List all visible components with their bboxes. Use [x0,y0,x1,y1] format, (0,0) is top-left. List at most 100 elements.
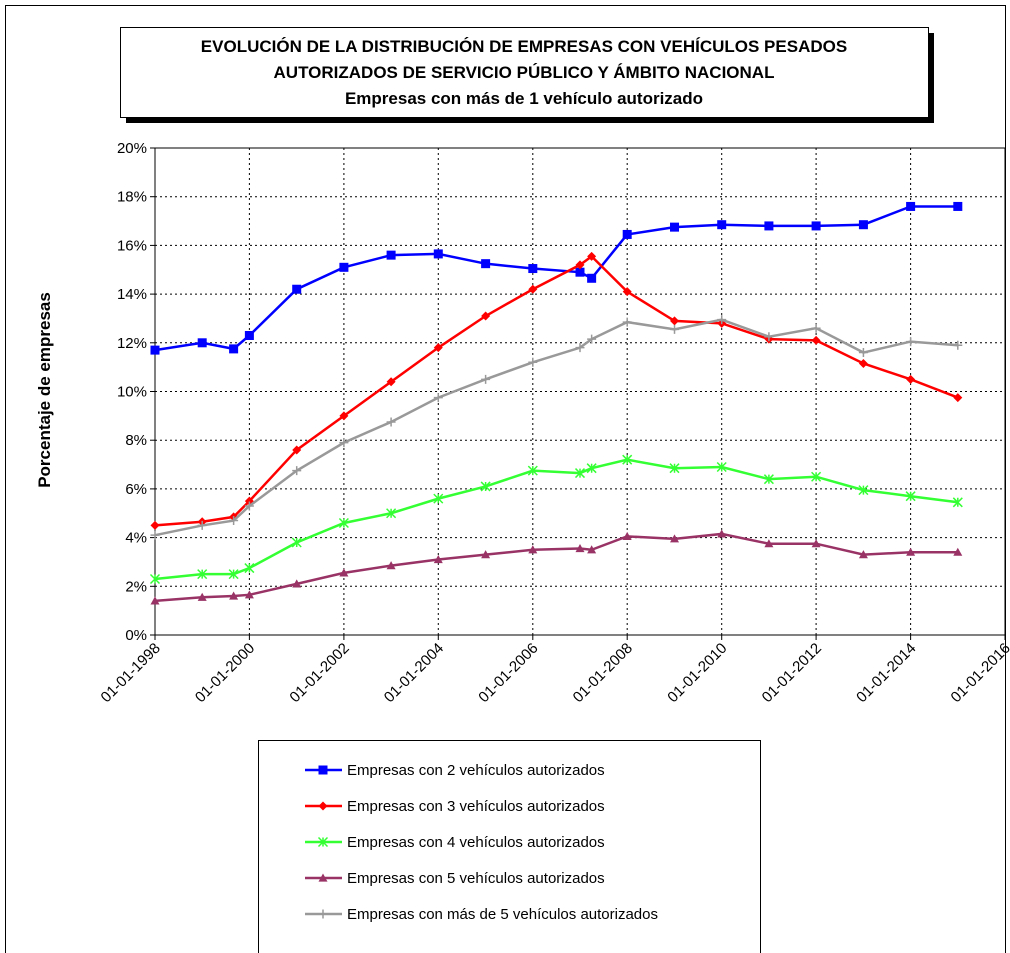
marker [716,461,727,473]
marker [622,287,632,297]
marker [318,873,328,882]
y-tick-label: 6% [125,481,147,498]
marker [197,338,207,348]
marker [906,374,916,384]
marker [811,323,821,333]
marker [811,471,822,482]
marker [906,547,916,556]
marker [528,284,538,294]
series-line [154,532,958,603]
series-line [154,458,958,581]
marker [433,249,443,259]
chart-title: AUTORIZADOS DE SERVICIO PÚBLICO Y ÁMBITO… [274,63,775,82]
marker [811,221,821,231]
marker [587,273,597,283]
marker [528,545,538,554]
marker [317,836,329,848]
marker [292,579,302,588]
marker [858,550,868,559]
title-box [120,27,929,118]
marker [292,284,302,294]
marker [292,445,302,455]
marker [670,324,680,334]
marker [197,592,207,601]
marker [953,340,963,350]
y-tick-label: 14% [117,286,147,303]
chart-subtitle: Empresas con más de 1 vehículo autorizad… [345,89,703,108]
marker [622,317,632,327]
marker [858,220,868,230]
marker [622,229,632,239]
marker [587,545,597,554]
plot-frame [154,147,1006,636]
y-tick-label: 4% [125,530,147,547]
marker [197,520,207,530]
marker [339,262,349,272]
marker [150,345,160,355]
marker [953,393,963,403]
marker [481,374,491,384]
marker [339,568,349,577]
marker [228,569,239,580]
legend-label: Empresas con 2 vehículos autorizados [347,762,605,779]
marker [763,474,774,485]
y-tick-label: 16% [117,237,147,254]
marker [149,573,161,585]
legend-label: Empresas con 4 vehículos autorizados [347,834,605,851]
y-tick-label: 10% [117,384,147,401]
marker [670,316,680,326]
series-line [154,254,959,527]
marker [150,596,160,605]
y-axis-label: Porcentaje de empresas [35,292,54,488]
marker [622,454,633,465]
marker [670,222,680,232]
marker [575,343,585,353]
marker [481,259,491,269]
marker [953,547,963,556]
y-tick-label: 8% [125,432,147,449]
marker [858,485,869,496]
marker [906,201,916,211]
marker [575,260,585,270]
marker [339,438,349,448]
marker [244,563,255,574]
marker [244,501,254,511]
y-tick-label: 0% [125,627,147,644]
marker [858,348,868,358]
series-line [154,318,958,537]
marker [480,481,491,492]
y-tick-label: 20% [117,140,147,157]
marker [433,555,443,564]
marker [587,334,597,344]
marker [386,508,397,519]
marker [481,550,491,559]
marker [244,590,254,599]
marker [906,337,916,347]
marker [150,520,160,530]
marker [386,250,396,260]
marker [338,517,349,529]
marker [811,335,821,345]
legend [258,740,761,953]
marker [952,497,963,508]
series-line [154,205,958,352]
chart-title: EVOLUCIÓN DE LA DISTRIBUCIÓN DE EMPRESAS… [201,37,847,56]
marker [669,463,680,474]
marker [586,463,597,474]
marker [386,561,396,570]
y-tick-label: 12% [117,335,147,352]
marker [244,330,254,340]
marker [764,221,774,231]
y-tick-label: 2% [125,578,147,595]
marker [587,251,597,261]
marker [528,357,538,367]
marker [574,468,586,479]
marker [764,332,774,342]
marker [433,493,444,504]
marker [150,530,160,540]
marker [905,491,916,502]
legend-label: Empresas con 5 vehículos autorizados [347,870,605,887]
marker [717,315,727,325]
marker [575,544,585,553]
y-tick-label: 18% [117,189,147,206]
